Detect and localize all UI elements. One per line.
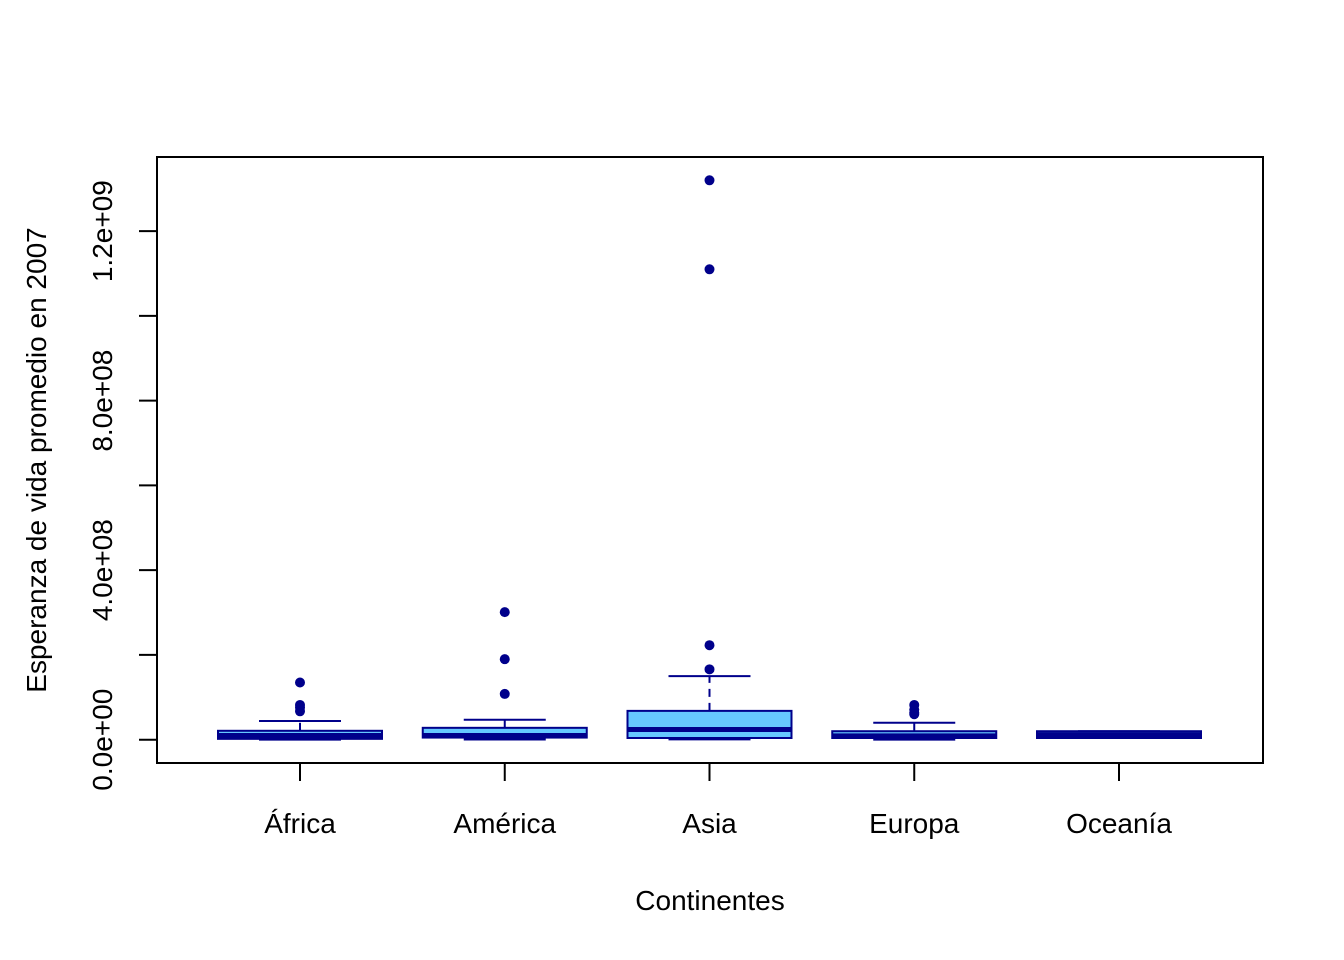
outlier-point — [499, 607, 510, 618]
x-tick-label: Oceanía — [1066, 808, 1172, 839]
x-tick-label: Europa — [869, 808, 960, 839]
box-5 — [1036, 730, 1202, 739]
y-axis: 0.0e+00 4.0e+08 8.0e+08 1.2e+09 — [87, 180, 158, 791]
box-iqr — [626, 709, 793, 739]
boxes-layer — [217, 175, 1202, 741]
outlier-point — [704, 640, 715, 651]
outlier-point — [499, 688, 510, 699]
outlier-point — [499, 654, 510, 665]
box-3 — [626, 175, 793, 741]
outlier-point — [909, 699, 920, 710]
x-axis-label: Continentes — [635, 885, 784, 916]
y-axis-label: Esperanza de vida promedio en 2007 — [21, 227, 52, 692]
outlier-point — [704, 664, 715, 675]
x-tick-label: América — [453, 808, 556, 839]
y-tick-label: 8.0e+08 — [87, 350, 118, 452]
outlier-point — [295, 699, 305, 710]
box-2 — [421, 607, 588, 741]
box-4 — [831, 699, 998, 741]
outlier-point — [704, 264, 715, 275]
x-axis: África América Asia Europa Oceanía — [264, 762, 1172, 839]
outlier-point — [295, 677, 305, 688]
y-tick-label: 0.0e+00 — [87, 689, 118, 791]
outlier-point — [704, 175, 715, 186]
box-1 — [217, 677, 383, 741]
x-tick-label: África — [264, 808, 336, 839]
x-tick-label: Asia — [682, 808, 737, 839]
y-tick-label: 1.2e+09 — [87, 180, 118, 282]
y-tick-label: 4.0e+08 — [87, 519, 118, 621]
